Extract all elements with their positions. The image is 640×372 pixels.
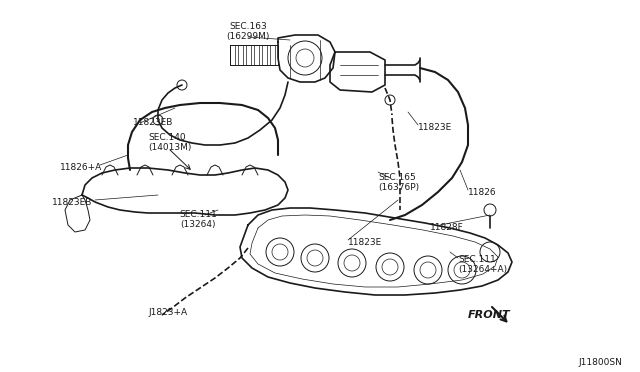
Text: 11828F: 11828F [430,223,464,232]
Text: (13264): (13264) [180,220,216,229]
Text: 11823E: 11823E [348,238,382,247]
Bar [262,45,267,65]
Text: 11823EB: 11823EB [52,198,92,207]
Bar [254,45,259,65]
Text: 11826+A: 11826+A [60,163,102,172]
Bar [230,45,235,65]
Text: FRONT: FRONT [468,310,511,320]
Text: J11800SN: J11800SN [578,358,622,367]
Text: 11823EB: 11823EB [133,118,173,127]
Text: SEC.111: SEC.111 [458,255,496,264]
Bar [246,45,251,65]
Text: J1823+A: J1823+A [148,308,188,317]
Text: (16299M): (16299M) [227,32,269,41]
Text: (14013M): (14013M) [148,143,191,152]
Text: SEC.165: SEC.165 [378,173,416,182]
Text: (13264+A): (13264+A) [458,265,507,274]
Text: (16376P): (16376P) [378,183,419,192]
Bar [270,45,275,65]
Text: SEC.111: SEC.111 [179,210,217,219]
Text: 11823E: 11823E [418,123,452,132]
Text: 11826: 11826 [468,188,497,197]
Bar [238,45,243,65]
Text: SEC.140: SEC.140 [148,133,186,142]
Text: SEC.163: SEC.163 [229,22,267,31]
